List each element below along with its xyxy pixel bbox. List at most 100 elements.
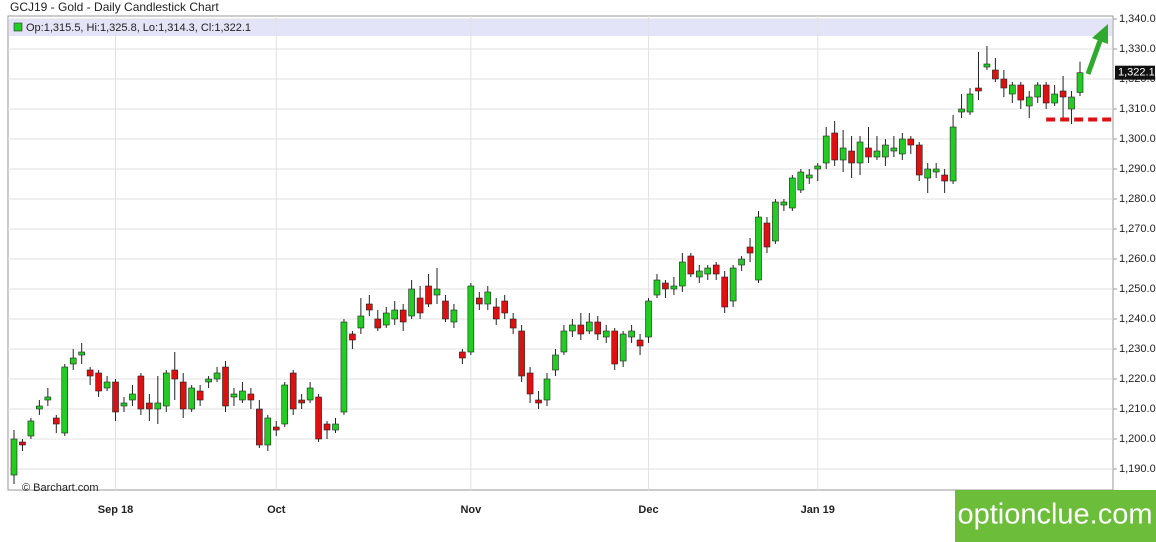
candle-body — [509, 318, 517, 329]
candle-body — [272, 426, 280, 431]
candle-body — [366, 303, 373, 311]
candle-body — [1025, 96, 1033, 107]
candle-body — [983, 63, 991, 68]
candle-body — [78, 351, 85, 356]
y-tick-label: 1,270.0 — [1119, 223, 1156, 235]
candle-body — [679, 261, 686, 287]
candle-body — [949, 126, 957, 182]
candle-body — [61, 366, 69, 434]
candle-body — [129, 393, 136, 401]
candle-body — [315, 396, 322, 440]
candle-body — [332, 423, 339, 431]
plot: 1,190.0 1,200.0 1,210.0 1,220.0 1,230.0 1,240… — [8, 13, 1156, 516]
candle-body — [628, 330, 635, 338]
candle-body — [484, 291, 492, 305]
candle-body — [19, 441, 26, 446]
candle-body — [577, 324, 585, 335]
candle-body — [433, 288, 441, 296]
candle-body — [560, 330, 568, 353]
candle-body — [882, 144, 889, 158]
candle-body — [69, 357, 77, 365]
candle-body — [1034, 84, 1041, 98]
candle-body — [357, 315, 365, 329]
candle-body — [653, 279, 661, 296]
candle-body — [264, 417, 272, 446]
candle-body — [552, 354, 559, 371]
candle-body — [992, 69, 999, 80]
candle-body — [1009, 84, 1016, 95]
candle-body — [162, 372, 170, 407]
watermark-box — [955, 490, 1156, 542]
candle-body — [890, 147, 898, 152]
candle-body — [1017, 84, 1025, 101]
y-tick-label: 1,330.0 — [1119, 43, 1156, 55]
candle-body — [814, 165, 822, 170]
candle-body — [915, 144, 923, 176]
candle-body — [831, 132, 838, 161]
y-tick-label: 1,300.0 — [1119, 133, 1156, 145]
y-tick-label: 1,210.0 — [1119, 403, 1156, 415]
candle-body — [586, 321, 593, 332]
candle-body — [95, 372, 102, 392]
candle-body — [619, 333, 627, 362]
candle-body — [687, 255, 695, 275]
candle-body — [179, 381, 187, 410]
candle-body — [797, 171, 805, 191]
y-tick-label: 1,290.0 — [1119, 163, 1156, 175]
candle-body — [1076, 72, 1084, 93]
candle-body — [941, 174, 948, 182]
candle-body — [44, 396, 52, 401]
candle-body — [535, 399, 542, 404]
chart-title: GCJ19 - Gold - Daily Candlestick Chart — [10, 0, 219, 14]
candle-body — [1042, 84, 1050, 104]
candle-body — [924, 168, 932, 179]
last-price-box — [1115, 65, 1155, 80]
candle-body — [1059, 90, 1067, 98]
plot-area — [7, 15, 1114, 491]
candle-body — [772, 201, 779, 242]
candle-body — [594, 321, 602, 335]
candle-body — [450, 309, 458, 323]
candle-body — [425, 285, 432, 305]
candle-body — [10, 438, 18, 476]
x-tick-label: Dec — [638, 504, 658, 516]
candle-body — [340, 321, 348, 413]
y-tick-label: 1,190.0 — [1119, 463, 1156, 475]
candle-body — [805, 174, 813, 179]
candle-body — [526, 372, 534, 395]
candle-body — [306, 387, 314, 401]
candle-body — [382, 312, 390, 326]
candle-body — [975, 87, 982, 92]
candle-body — [86, 369, 94, 377]
x-tick-label: Jan 19 — [801, 504, 835, 516]
candle-body — [459, 351, 466, 359]
candle-body — [501, 300, 508, 314]
candle-body — [1051, 93, 1058, 104]
candle-body — [848, 150, 855, 164]
candle-body — [349, 333, 356, 341]
x-tick-label: Nov — [460, 504, 482, 516]
candle-body — [120, 402, 128, 407]
y-tick-label: 1,250.0 — [1119, 283, 1156, 295]
candle-body — [442, 300, 449, 320]
candle-body — [865, 147, 872, 158]
candle-body — [899, 138, 906, 155]
y-tick-label: 1,280.0 — [1119, 193, 1156, 205]
legend-swatch — [13, 22, 23, 32]
candle-body — [780, 201, 788, 206]
candle-body — [602, 330, 610, 338]
candle-body — [636, 339, 644, 347]
candle-body — [222, 366, 229, 407]
watermark: optionclue.com — [957, 499, 1152, 531]
candle-body — [154, 402, 162, 410]
candle-body — [112, 381, 119, 413]
y-tick-label: 1,200.0 — [1119, 433, 1156, 445]
candle-body — [958, 108, 965, 113]
candle-body — [171, 369, 179, 380]
y-tick-label: 1,220.0 — [1119, 373, 1156, 385]
candle-body — [966, 93, 974, 113]
candle-body — [789, 177, 796, 209]
candle-body — [205, 378, 212, 383]
candle-body — [518, 330, 525, 377]
